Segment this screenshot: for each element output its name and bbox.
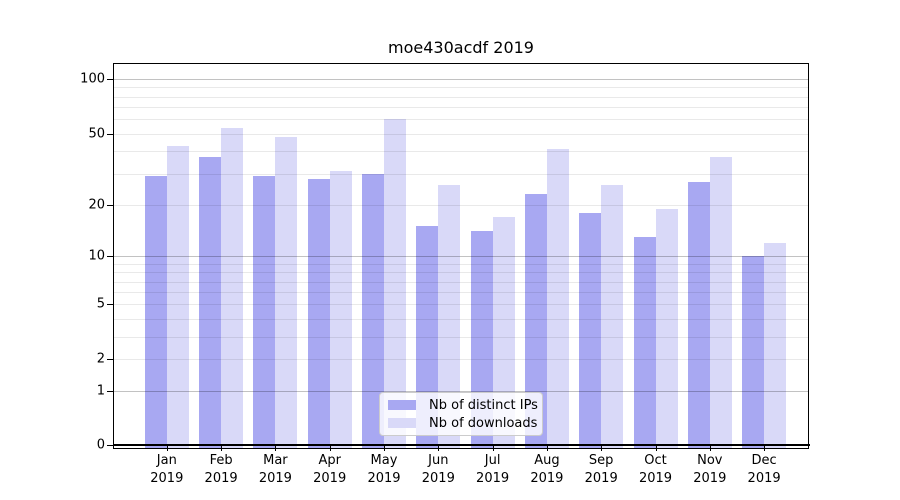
y-tick-label-10: 10 [88,248,105,264]
x-tick-label-nov: Nov 2019 [693,453,727,486]
gridline-minor-7 [114,281,808,283]
gridline-minor-30 [114,173,808,175]
gridline-minor-70 [114,107,808,109]
bar-downloads-aug [546,149,569,448]
x-tick-label-feb: Feb 2019 [204,453,238,486]
y-tick-mark-50 [107,133,113,135]
legend-label-distinct-ips: Nb of distinct IPs [429,397,538,413]
gridline-minor-9 [114,263,808,265]
x-tick-mark-jan [166,446,168,451]
bar-distinct-ips-apr [307,178,330,448]
bar-distinct-ips-may [362,173,384,448]
x-tick-label-jul: Jul 2019 [476,453,510,486]
gridline-minor-2 [114,359,808,361]
y-tick-label-2: 2 [96,351,105,367]
gridline-minor-5 [114,304,808,306]
x-tick-label-oct: Oct 2019 [638,453,673,486]
x-tick-label-sep: Sep 2019 [584,453,618,486]
bar-distinct-ips-oct [633,236,656,448]
x-tick-mark-jul [492,446,494,451]
gridline-minor-8 [114,272,808,274]
x-tick-label-jun: Jun 2019 [421,453,455,486]
y-tick-mark-10 [107,256,113,258]
y-tick-mark-1 [107,391,113,393]
gridline-minor-6 [114,292,808,294]
x-tick-mark-nov [709,446,711,451]
gridline-minor-60 [114,119,808,121]
bar-downloads-jan [166,145,189,448]
y-tick-mark-2 [107,359,113,361]
bar-downloads-may [384,119,406,448]
legend-entry-downloads: Nb of downloads [380,416,542,431]
y-tick-label-20: 20 [88,197,105,213]
x-tick-mark-feb [221,446,223,451]
gridline-minor-4 [114,318,808,320]
y-tick-label-0: 0 [96,437,105,453]
bar-distinct-ips-nov [687,181,710,448]
bar-downloads-feb [221,127,244,448]
bar-downloads-apr [329,170,352,448]
gridline-minor-90 [114,87,808,89]
x-tick-mark-sep [601,446,603,451]
x-tick-label-jan: Jan 2019 [150,453,184,486]
bar-distinct-ips-sep [579,212,602,448]
gridline-major-100 [114,79,808,81]
y-tick-label-50: 50 [88,126,105,142]
bar-downloads-dec [764,242,787,448]
y-tick-mark-20 [107,204,113,206]
legend-label-downloads: Nb of downloads [429,415,538,431]
gridline-major-1 [114,391,808,393]
gridline-minor-20 [114,204,808,206]
bar-distinct-ips-mar [253,176,276,448]
x-tick-label-aug: Aug 2019 [530,453,564,486]
bar-downloads-oct [655,208,678,448]
bar-downloads-sep [601,184,624,448]
x-tick-mark-aug [546,446,548,451]
bar-distinct-ips-feb [199,157,222,448]
x-tick-label-mar: Mar 2019 [258,453,292,486]
bar-distinct-ips-jan [144,176,167,448]
y-tick-mark-0 [107,444,113,446]
bar-downloads-jun [438,184,461,448]
x-tick-label-may: May 2019 [367,453,401,486]
chart-title: moe430acdf 2019 [388,38,534,57]
gridline-minor-80 [114,96,808,98]
bar-downloads-jul [492,216,515,448]
x-tick-mark-jun [438,446,440,451]
x-tick-mark-apr [329,446,331,451]
x-tick-mark-dec [764,446,766,451]
legend-entry-distinct-ips: Nb of distinct IPs [380,398,542,413]
x-tick-mark-may [384,446,385,451]
gridline-minor-50 [114,133,808,135]
y-tick-mark-100 [107,79,113,81]
bar-distinct-ips-dec [742,256,765,448]
x-tick-mark-mar [275,446,277,451]
bar-downloads-mar [275,136,298,448]
y-tick-label-5: 5 [96,296,105,312]
legend: Nb of distinct IPs Nb of downloads [379,392,543,436]
gridline-minor-40 [114,151,808,153]
bar-downloads-nov [709,157,732,448]
legend-swatch-distinct-ips [388,400,416,410]
x-tick-mark-oct [655,446,657,451]
x-tick-label-dec: Dec 2019 [747,453,781,486]
x-tick-label-apr: Apr 2019 [313,453,347,486]
y-tick-label-100: 100 [80,71,105,87]
gridline-major-10 [114,256,808,258]
gridline-minor-3 [114,336,808,338]
y-tick-mark-5 [107,304,113,306]
y-tick-label-1: 1 [96,383,105,399]
legend-swatch-downloads [388,418,416,428]
bar-distinct-ips-aug [524,193,547,448]
x-axis-spine [113,444,810,446]
